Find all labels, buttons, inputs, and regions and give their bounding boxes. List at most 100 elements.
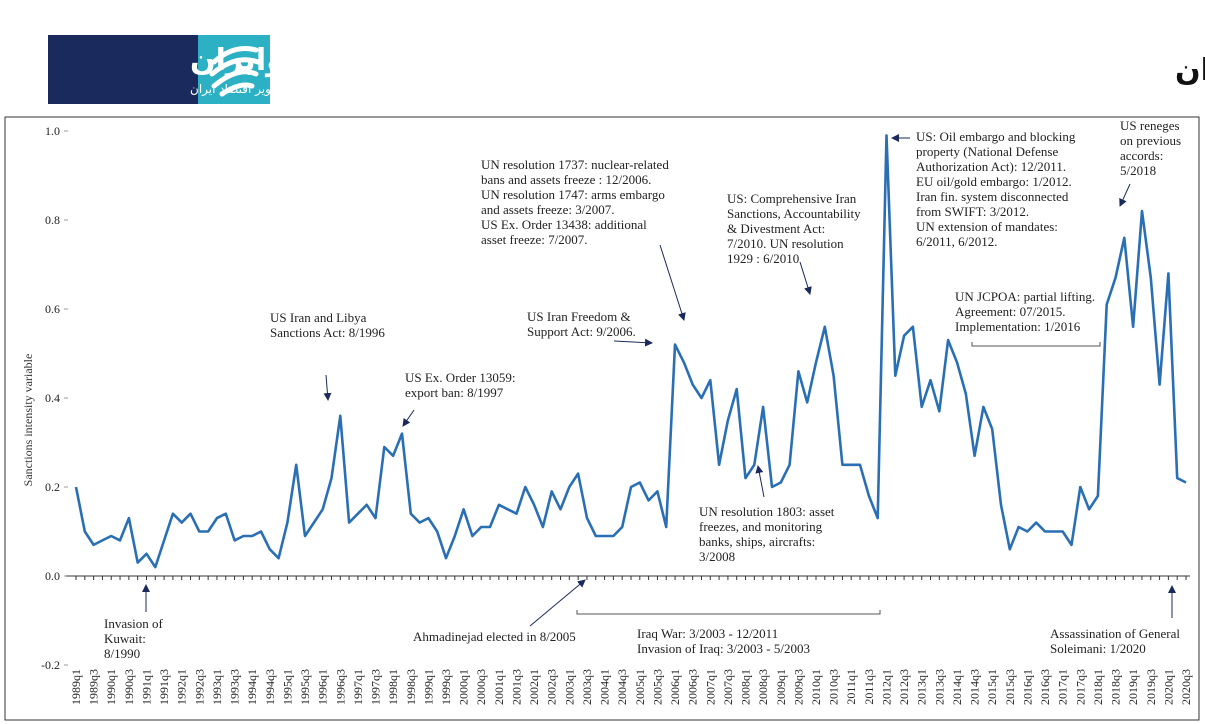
x-tick-label: 2014q1 xyxy=(950,669,964,705)
x-tick-label: 1991q3 xyxy=(157,669,171,705)
y-tick-label: 0.8 xyxy=(45,213,60,227)
annotation-text: US Iran Freedom & xyxy=(527,309,631,324)
x-tick-label: 2006q1 xyxy=(668,669,682,705)
x-tick-label: 2005q1 xyxy=(633,669,647,705)
y-tick-label: 0.0 xyxy=(45,569,60,583)
x-tick-label: 1997q3 xyxy=(369,669,383,705)
annotation-text: Invasion of Iraq: 3/2003 - 5/2003 xyxy=(637,641,810,656)
x-tick-label: 2009q3 xyxy=(791,669,805,705)
x-tick-label: 1993q3 xyxy=(228,669,242,705)
x-tick-label: 1998q3 xyxy=(404,669,418,705)
annotation-text: asset freeze: 7/2007. xyxy=(481,232,587,247)
annotation-arrow xyxy=(402,409,415,427)
x-tick-label: 2011q1 xyxy=(844,669,858,705)
annotation-text: US Iran and Libya xyxy=(270,310,367,325)
annotation-text: 5/2018 xyxy=(1120,163,1156,178)
annotation-text: banks, ships, aircrafts: xyxy=(699,534,815,549)
annotation-text: US reneges xyxy=(1120,118,1180,133)
annotation-arrow xyxy=(323,374,332,401)
annotation-text: Soleimani: 1/2020 xyxy=(1050,641,1146,656)
annotation-text: US: Oil embargo and blocking xyxy=(916,129,1076,144)
x-tick-label: 2006q3 xyxy=(686,669,700,705)
x-tick-label: 1995q1 xyxy=(280,669,294,705)
annotation-text: Assassination of General xyxy=(1050,626,1180,641)
x-tick-label: 1993q1 xyxy=(210,669,224,705)
x-tick-label: 1999q1 xyxy=(421,669,435,705)
annotation-text: freezes, and monitoring xyxy=(699,519,823,534)
x-tick-label: 2000q3 xyxy=(474,669,488,705)
annotation-text: 6/2011, 6/2012. xyxy=(916,234,998,249)
annotation-text: 8/1990 xyxy=(104,646,140,661)
x-tick-label: 2012q1 xyxy=(879,669,893,705)
annotation-text: US Ex. Order 13438: additional xyxy=(481,217,647,232)
x-tick-label: 1995q3 xyxy=(298,669,312,705)
x-tick-label: 2016q1 xyxy=(1020,669,1034,705)
annotation-text: 1929 : 6/2010 xyxy=(727,251,799,266)
annotation-text: 7/2010. UN resolution xyxy=(727,236,844,251)
annotation-text: Iraq War: 3/2003 - 12/2011 xyxy=(637,626,778,641)
annotation-text: US: Comprehensive Iran xyxy=(727,191,857,206)
x-tick-label: 1990q1 xyxy=(104,669,118,705)
annotation-bracket xyxy=(971,342,1101,347)
y-tick-label: -0.2 xyxy=(41,658,60,672)
annotation-text: Agreement: 07/2015. xyxy=(955,304,1065,319)
x-tick-label: 2020q3 xyxy=(1179,669,1193,705)
annotation-text: 3/2008 xyxy=(699,549,735,564)
x-tick-label: 2018q1 xyxy=(1091,669,1105,705)
annotation-text: UN JCPOA: partial lifting. xyxy=(955,289,1095,304)
annotation-text: Invasion of xyxy=(104,616,164,631)
x-tick-label: 1992q3 xyxy=(192,669,206,705)
x-tick-label: 1998q1 xyxy=(386,669,400,705)
x-tick-label: 2015q1 xyxy=(985,669,999,705)
annotation-arrow xyxy=(799,261,812,295)
x-tick-label: 2005q3 xyxy=(650,669,664,705)
annotation-text: and assets freeze: 3/2007. xyxy=(481,202,615,217)
annotation-bracket xyxy=(576,610,881,615)
x-tick-label: 2008q1 xyxy=(739,669,753,705)
x-tick-label: 1996q1 xyxy=(316,669,330,705)
y-tick-label: 1.0 xyxy=(45,124,60,138)
logo-box xyxy=(48,35,198,104)
x-tick-label: 2019q1 xyxy=(1126,669,1140,705)
x-tick-label: 2015q3 xyxy=(1003,669,1017,705)
annotation-arrow xyxy=(755,465,765,498)
logo-swirl xyxy=(209,46,261,97)
x-tick-label: 1994q1 xyxy=(245,669,259,705)
logo-icon xyxy=(198,35,270,104)
annotation-arrow xyxy=(613,338,653,347)
x-tick-label: 2009q1 xyxy=(774,669,788,705)
x-tick-label: 2002q3 xyxy=(545,669,559,705)
x-tick-label: 2018q3 xyxy=(1109,669,1123,705)
annotation-text: UN resolution 1803: asset xyxy=(699,504,835,519)
x-tick-label: 1999q3 xyxy=(439,669,453,705)
x-tick-label: 1992q1 xyxy=(175,669,189,705)
x-tick-label: 2019q3 xyxy=(1144,669,1158,705)
x-tick-label: 2017q3 xyxy=(1073,669,1087,705)
x-tick-label: 2014q3 xyxy=(968,669,982,705)
annotation-text: Ahmadinejad elected in 8/2005 xyxy=(413,629,576,644)
annotation-text: Iran fin. system disconnected xyxy=(916,189,1069,204)
x-tick-label: 2007q3 xyxy=(721,669,735,705)
x-tick-label: 2004q3 xyxy=(615,669,629,705)
annotation-arrow xyxy=(1119,183,1131,207)
x-tick-label: 2007q1 xyxy=(703,669,717,705)
data-line xyxy=(74,134,1187,569)
x-tick-label: 2020q1 xyxy=(1161,669,1175,705)
annotation-text: from SWIFT: 3/2012. xyxy=(916,204,1029,219)
annotation-text: Implementation: 1/2016 xyxy=(955,319,1081,334)
annotation-text: UN resolution 1737: nuclear-related xyxy=(481,157,669,172)
x-tick-label: 2013q3 xyxy=(932,669,946,705)
y-tick-label: 0.6 xyxy=(45,302,60,316)
annotation-text: on previous xyxy=(1120,133,1181,148)
x-tick-label: 1994q3 xyxy=(263,669,277,705)
annotation-text: & Divestment Act: xyxy=(727,221,825,236)
x-tick-label: 2003q1 xyxy=(562,669,576,705)
x-tick-label: 2002q1 xyxy=(527,669,541,705)
x-tick-label: 1989q3 xyxy=(87,669,101,705)
x-tick-label: 2000q1 xyxy=(457,669,471,705)
x-tick-label: 1997q1 xyxy=(351,669,365,705)
annotation-text: Sanctions Act: 8/1996 xyxy=(270,325,385,340)
x-tick-label: 2012q3 xyxy=(897,669,911,705)
x-tick-label: 2010q3 xyxy=(827,669,841,705)
x-tick-label: 2013q1 xyxy=(915,669,929,705)
